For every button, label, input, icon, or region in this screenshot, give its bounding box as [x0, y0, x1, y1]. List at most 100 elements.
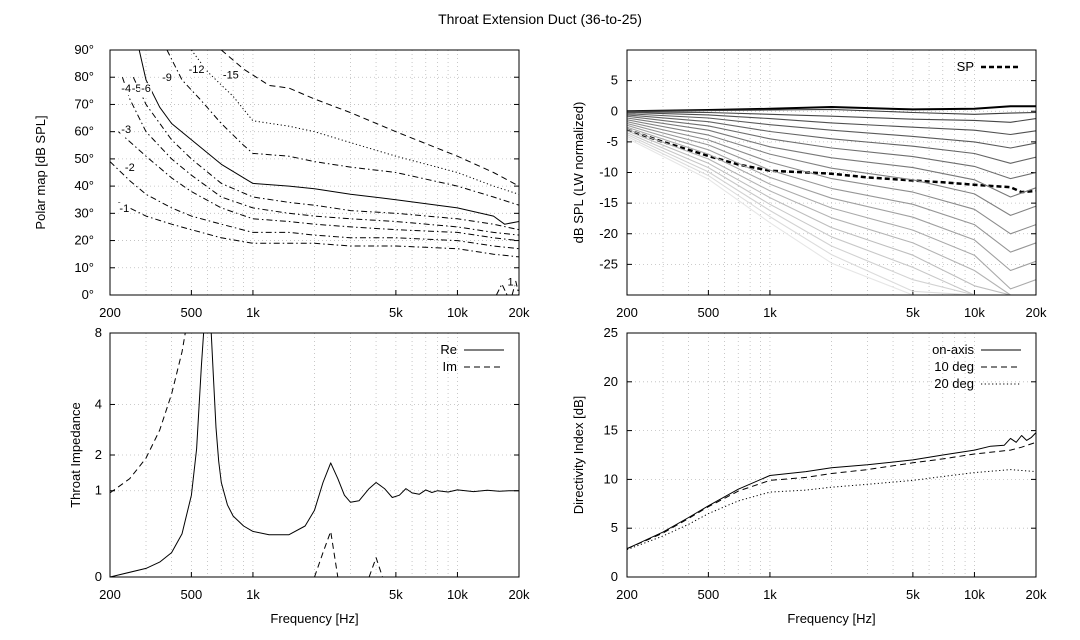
polar-series--5: [132, 76, 519, 231]
polar-ytick-label: 10°: [74, 260, 94, 275]
spl-ylabel: dB SPL (LW normalized): [571, 102, 586, 244]
polar-contour-label-bg: [187, 64, 206, 77]
spl-panel: -25 -20 -15 -10 -5 0 5 200 500 1k 5k 10k 20k dB SPL (…: [571, 49, 1047, 320]
di-ylabel: Directivity Index [dB]: [571, 396, 586, 515]
polar-contour-label: -1: [119, 203, 129, 215]
polar-ylabel: Polar map [dB SPL]: [33, 115, 48, 229]
polar-ytick-label: 50°: [74, 151, 94, 166]
polar-ytick-label: 40°: [74, 178, 94, 193]
impedance-ytick-label: 4: [95, 396, 102, 411]
spl-gridlines: [627, 50, 1036, 295]
polar-series-1: [495, 283, 508, 295]
impedance-xtick-label: 5k: [389, 587, 403, 602]
polar-contour-label: -3: [121, 124, 131, 136]
polar-series--4: [121, 77, 519, 236]
polar-contour-label-bg: [120, 123, 133, 136]
impedance-xtick-label: 20k: [509, 587, 530, 602]
impedance-panel: 0 1 2 4 8 200 500 1k 5k 10k 20k Frequency [Hz] Throa…: [68, 325, 530, 626]
spl-ytick-label: -15: [599, 195, 618, 210]
polar-contour-label: -12: [189, 64, 205, 76]
polar-series--15: [220, 50, 519, 187]
impedance-series-Im: [110, 333, 186, 494]
polar-contour-label-bg: [130, 83, 143, 96]
polar-contour-label-bg: [221, 69, 240, 82]
impedance-ylabel: Throat Impedance: [68, 402, 83, 508]
polar-series--3: [118, 131, 519, 242]
spl-series-angle-30: [627, 115, 1036, 180]
spl-plot-frame: [626, 49, 1037, 296]
polar-contour-label-bg: [506, 276, 515, 289]
figure-title: Throat Extension Duct (36-to-25): [438, 11, 642, 27]
polar-xtick-label: 5k: [389, 305, 403, 320]
spl-series-angle-70: [627, 130, 1036, 295]
spl-xtick-label: 1k: [763, 305, 777, 320]
polar-series--9: [166, 50, 519, 206]
polar-series--2: [110, 161, 519, 250]
polar-series--6: [138, 50, 519, 225]
di-xlabel: Frequency [Hz]: [787, 611, 875, 626]
impedance-legend-label: Re: [440, 342, 457, 357]
spl-series-angle-05: [627, 108, 1036, 115]
polar-ytick-label: 30°: [74, 205, 94, 220]
di-legend-label: on-axis: [932, 342, 974, 357]
di-ytick-label: 25: [604, 325, 618, 340]
di-series-20-deg: [627, 469, 1036, 551]
polar-contour-label: -15: [223, 70, 239, 82]
spl-series-angle-75: [627, 132, 1036, 295]
polar-gridlines: [110, 50, 519, 295]
spl-series-angle-80: [627, 134, 1036, 295]
polar-contour-label-bg: [161, 72, 173, 85]
impedance-series-Im-2: [314, 530, 339, 577]
di-series-on-axis: [627, 432, 1036, 550]
polar-xtick-label: 500: [181, 305, 203, 320]
di-xtick-label: 10k: [964, 587, 985, 602]
spl-series-angle-40: [627, 119, 1036, 216]
polar-xtick-label: 10k: [447, 305, 468, 320]
impedance-ytick-label: 1: [95, 483, 102, 498]
impedance-series-Im-3: [368, 557, 383, 577]
impedance-legend-label: Im: [443, 359, 457, 374]
polar-contour-label: -2: [125, 162, 135, 174]
di-ytick-label: 0: [611, 569, 618, 584]
polar-ytick-label: 0°: [82, 287, 94, 302]
polar-contour-label: -9: [162, 72, 172, 84]
polar-map-panel: 0° 10° 20° 30° 40° 50° 60° 70° 80° 90° 200 500 1k 5k 1…: [33, 42, 530, 320]
spl-ytick-label: -5: [606, 134, 618, 149]
polar-ytick-label: 20°: [74, 233, 94, 248]
spl-xtick-label: 200: [616, 305, 638, 320]
polar-series--1: [118, 201, 519, 258]
di-gridlines: [627, 333, 1036, 577]
di-legend-label: 10 deg: [934, 359, 974, 374]
polar-xtick-label: 1k: [246, 305, 260, 320]
di-plot-frame: [626, 332, 1037, 578]
polar-contour-label-bg: [118, 202, 131, 215]
polar-plot-frame: [109, 49, 520, 296]
polar-contour-label: -6: [141, 83, 151, 95]
spl-ytick-label: -10: [599, 165, 618, 180]
spl-series-angle-50: [627, 122, 1036, 253]
di-ytick-label: 5: [611, 520, 618, 535]
polar-contour-label-bg: [120, 83, 133, 96]
di-series-10-deg: [627, 441, 1036, 550]
impedance-plot-frame: [109, 332, 520, 578]
spl-ytick-label: 0: [611, 103, 618, 118]
polar-ytick-label: 60°: [74, 124, 94, 139]
spl-series-angle-00: [627, 105, 1036, 113]
impedance-xtick-label: 500: [181, 587, 203, 602]
spl-series-angle-10: [627, 111, 1036, 123]
impedance-ytick-label: 0: [95, 569, 102, 584]
spl-legend-label: SP: [957, 59, 974, 74]
di-xtick-label: 1k: [763, 587, 777, 602]
impedance-gridlines: [110, 333, 519, 577]
polar-series--12: [190, 50, 519, 195]
polar-contour-label: 1: [508, 276, 514, 288]
di-ytick-label: 20: [604, 374, 618, 389]
directivity-panel: 0 5 10 15 20 25 200 500 1k 5k 10k 20k Frequency [Hz]…: [571, 325, 1047, 626]
impedance-xtick-label: 10k: [447, 587, 468, 602]
impedance-series-Re: [110, 333, 519, 577]
polar-contour-label: -5: [132, 83, 142, 95]
polar-contour-label: -4: [121, 83, 131, 95]
polar-contour-label-bg: [140, 83, 152, 96]
spl-series-angle-60: [627, 126, 1036, 290]
di-ytick-label: 10: [604, 471, 618, 486]
